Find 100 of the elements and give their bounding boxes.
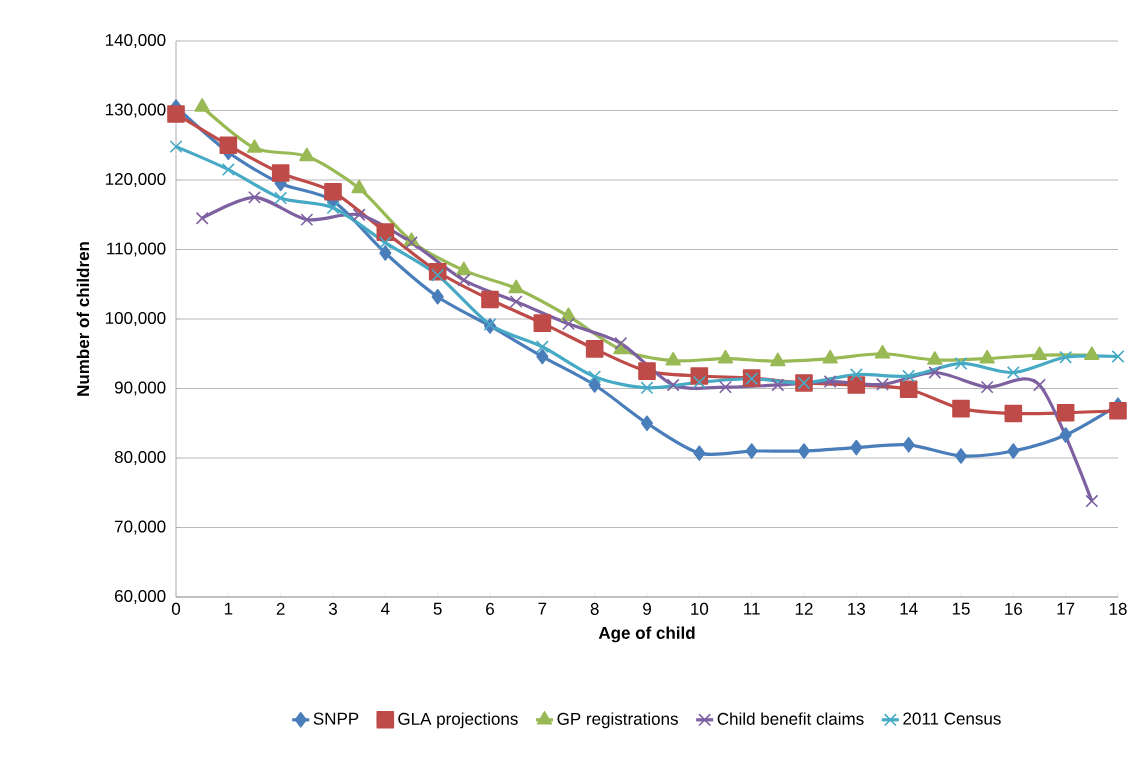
point [326, 201, 340, 215]
x-tick-label: 9 [643, 602, 651, 615]
point [1006, 366, 1020, 379]
x-tick-label: 0 [171, 602, 181, 615]
point [378, 236, 392, 249]
point [1084, 346, 1100, 360]
point [1007, 443, 1020, 459]
point [585, 340, 604, 358]
point [638, 362, 656, 380]
y-tick-label: 140,000 [105, 33, 166, 49]
point [376, 223, 395, 241]
y-tick-label: 70,000 [115, 520, 166, 535]
legend-label: SNPP [313, 712, 359, 725]
point [536, 348, 549, 365]
point [902, 369, 916, 383]
legend-label: GP registrations [557, 712, 678, 729]
point [692, 375, 706, 389]
x-tick-label: 15 [952, 602, 970, 615]
x-tick-label: 4 [381, 602, 390, 615]
point [979, 349, 995, 364]
point [508, 279, 524, 294]
point [797, 443, 811, 459]
legend-label: 2011 Census [903, 712, 1001, 725]
point [823, 375, 837, 388]
legend-label: Child benefit claims [717, 712, 864, 725]
point [745, 443, 758, 459]
point [850, 439, 863, 456]
point [219, 136, 238, 155]
point [1033, 378, 1046, 392]
point [300, 213, 314, 227]
legend-label: GLA projections [398, 712, 518, 729]
point [665, 351, 681, 366]
point [246, 139, 263, 153]
point [560, 307, 577, 322]
point [221, 163, 235, 177]
point [1059, 350, 1073, 364]
point [194, 98, 210, 112]
x-tick-label: 7 [538, 602, 547, 615]
point [874, 344, 891, 359]
point [719, 380, 732, 394]
point [1109, 401, 1127, 420]
point [533, 314, 552, 332]
y-tick-label: 110,000 [107, 242, 166, 257]
x-axis-title: Age of child [598, 626, 695, 643]
point [509, 295, 523, 309]
point [928, 366, 942, 379]
x-tick-label: 18 [1109, 602, 1127, 615]
x-tick-label: 13 [848, 602, 866, 615]
point [1031, 346, 1048, 360]
point [666, 378, 680, 392]
point [169, 140, 183, 154]
point [535, 340, 549, 354]
x-tick-label: 3 [328, 602, 337, 615]
point [849, 368, 863, 382]
x-tick-label: 1 [224, 602, 233, 615]
point [324, 183, 342, 201]
point [954, 357, 968, 370]
point [457, 273, 471, 287]
x-tick-label: 8 [590, 602, 599, 615]
point [1059, 427, 1072, 443]
point [876, 377, 889, 391]
point [271, 164, 290, 182]
point [248, 190, 261, 204]
x-tick-label: 11 [744, 602, 760, 615]
point [902, 436, 915, 453]
point [588, 377, 601, 393]
y-tick-label: 100,000 [105, 311, 166, 327]
x-tick-label: 12 [795, 602, 813, 615]
y-tick-label: 80,000 [114, 450, 166, 466]
point [481, 290, 499, 309]
x-tick-label: 6 [486, 602, 494, 615]
y-axis-title: Number of children [76, 242, 90, 396]
point [952, 399, 970, 418]
point [847, 376, 866, 394]
point [195, 211, 209, 225]
y-tick-label: 90,000 [114, 381, 166, 396]
point [640, 415, 654, 432]
point [1004, 404, 1023, 423]
point [899, 380, 918, 398]
point [431, 268, 445, 282]
point [1085, 494, 1099, 508]
point [351, 179, 367, 194]
point [1111, 350, 1125, 363]
point [640, 381, 654, 395]
point [167, 105, 185, 123]
x-tick-label: 10 [691, 602, 709, 615]
point [980, 380, 994, 394]
point [771, 378, 785, 392]
point [770, 352, 786, 367]
point [299, 147, 315, 162]
point [274, 191, 288, 205]
y-tick-label: 130,000 [105, 103, 166, 118]
x-tick-label: 14 [900, 602, 918, 615]
point [954, 448, 968, 464]
point [562, 317, 575, 331]
y-tick-label: 120,000 [105, 172, 166, 188]
point [717, 349, 734, 364]
point [456, 261, 472, 276]
point [431, 288, 444, 305]
point [352, 208, 366, 222]
